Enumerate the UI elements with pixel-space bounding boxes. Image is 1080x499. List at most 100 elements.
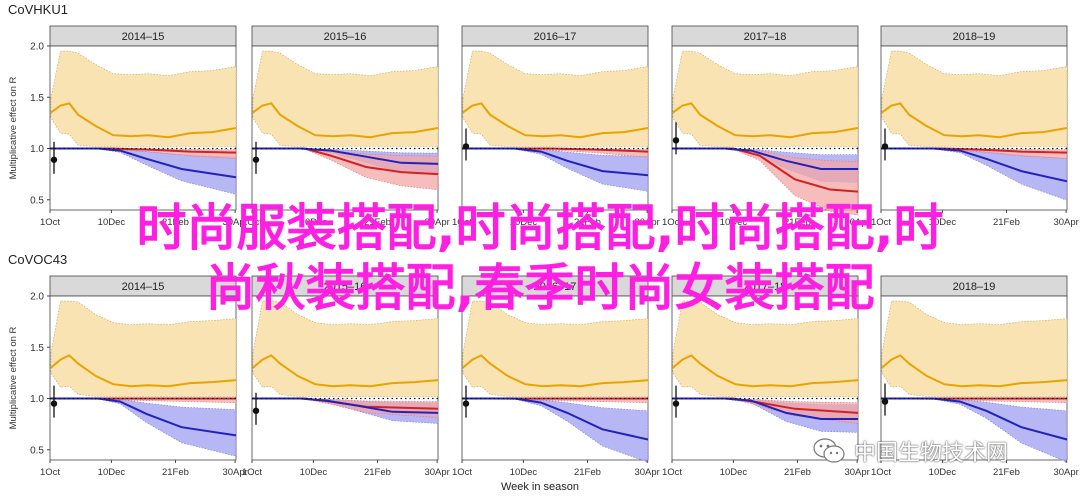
x-tick-label: 30Apr (1053, 467, 1078, 478)
x-tick-label: 1Oct (871, 217, 891, 228)
y-axis-label: Multiplicative effect on R (8, 326, 19, 429)
season-curve (252, 102, 439, 139)
season-band (252, 50, 439, 147)
panel-2015–16: 2015–16 1Oct 10Dec 21Feb 30Apr (242, 25, 450, 228)
x-tick-label: 30Apr (634, 467, 659, 478)
panel-strip-label: 2017–18 (744, 31, 787, 43)
blue-band (880, 148, 1068, 201)
blue-curve (50, 397, 237, 437)
x-tick-label: 1Oct (242, 217, 262, 228)
point-estimate (672, 400, 680, 407)
panel-2015–16: 2015–16 1Oct 10Dec 21Feb 30Apr (242, 275, 450, 478)
x-tick-label: 21Feb (993, 467, 1020, 478)
panel-strip-label: 2018–19 (953, 281, 996, 293)
x-tick-label: 21Feb (162, 217, 189, 228)
x-tick-label: 10Dec (98, 217, 126, 228)
panel-2014–15: 2014–15 1Oct 10Dec 21Feb 30Apr (40, 25, 248, 228)
x-tick-label: 21Feb (574, 217, 601, 228)
season-curve (672, 354, 859, 388)
chart-title: CoVOC43 (8, 252, 67, 267)
x-tick-label: 1Oct (662, 217, 682, 228)
x-tick-label: 1Oct (871, 467, 891, 478)
watermark: 中国生物技术网 (812, 436, 1008, 466)
blue-curve (881, 147, 1068, 183)
x-tick-label: 1Oct (40, 217, 60, 228)
y-tick-label: 2.0 (30, 42, 44, 53)
red-band (671, 148, 859, 216)
overlay-title-line-1: 时尚服装搭配,时尚搭配,时尚搭配,时 (136, 199, 944, 257)
season-curve (462, 102, 649, 139)
season-band (672, 300, 859, 397)
panel-strip-label: 2017–18 (744, 281, 787, 293)
blue-curve (881, 397, 1068, 441)
season-band (672, 50, 859, 147)
panel-2018–19: 2018–19 1Oct 10Dec 21Feb 30Apr (871, 25, 1079, 228)
blue-curve (50, 147, 237, 179)
season-curve (672, 102, 859, 139)
x-tick-label: 30Apr (1053, 217, 1078, 228)
season-band (462, 50, 649, 147)
blue-band (461, 148, 649, 192)
x-tick-label: 30Apr (634, 217, 659, 228)
panel-strip-label: 2018–19 (953, 31, 996, 43)
point-estimate (881, 398, 889, 405)
season-band (252, 300, 439, 397)
season-curve (50, 102, 237, 139)
x-tick-label: 10Dec (510, 217, 538, 228)
point-estimate (50, 400, 58, 407)
x-axis-label: Week in season (501, 481, 579, 493)
panel-2017–18: 2017–18 1Oct 10Dec 21Feb 30Apr (662, 275, 870, 478)
blue-curve (252, 147, 439, 165)
point-estimate (881, 143, 889, 150)
blue-curve (672, 147, 858, 170)
season-curve (462, 354, 649, 388)
red-band (251, 398, 439, 418)
panel-strip-label: 2014–15 (122, 31, 165, 43)
chart-title: CoVHKU1 (8, 2, 68, 17)
season-band (50, 50, 237, 147)
y-tick-label: 0.5 (30, 445, 44, 456)
panel-strip-label: 2015–16 (324, 281, 367, 293)
season-band (881, 50, 1068, 147)
blue-curve (462, 147, 649, 177)
x-tick-label: 21Feb (993, 217, 1020, 228)
x-tick-label: 21Feb (364, 217, 391, 228)
x-tick-label: 21Feb (364, 467, 391, 478)
y-tick-label: 1.0 (30, 394, 44, 405)
x-tick-label: 1Oct (662, 467, 682, 478)
y-tick-label: 1.0 (30, 144, 44, 155)
x-tick-label: 21Feb (784, 467, 811, 478)
season-band (462, 300, 649, 397)
point-estimate (462, 400, 470, 407)
y-axis-label: Multiplicative effect on R (8, 76, 19, 179)
blue-curve (462, 397, 649, 441)
season-curve (881, 102, 1068, 139)
x-tick-label: 10Dec (98, 467, 126, 478)
x-tick-label: 30Apr (222, 467, 247, 478)
x-tick-label: 10Dec (300, 217, 328, 228)
x-tick-label: 30Apr (222, 217, 247, 228)
x-tick-label: 21Feb (784, 217, 811, 228)
panel-strip-label: 2016–17 (534, 31, 577, 43)
panel-2014–15: 2014–15 1Oct 10Dec 21Feb 30Apr (40, 275, 248, 478)
y-tick-label: 1.5 (30, 343, 44, 354)
wechat-icon (813, 438, 845, 463)
blue-band (880, 398, 1068, 463)
point-estimate (252, 156, 260, 163)
x-tick-label: 21Feb (574, 467, 601, 478)
x-tick-label: 10Dec (300, 467, 328, 478)
x-tick-label: 1Oct (40, 467, 60, 478)
panel-strip-label: 2015–16 (324, 31, 367, 43)
y-tick-label: 2.0 (30, 292, 44, 303)
y-tick-label: 0.5 (30, 195, 44, 206)
point-estimate (462, 143, 470, 150)
x-tick-label: 10Dec (720, 217, 748, 228)
x-tick-label: 30Apr (424, 467, 449, 478)
overlay-title-line-2: 尚秋装搭配,春季时尚女装搭配 (205, 259, 875, 317)
x-tick-label: 1Oct (452, 467, 472, 478)
season-curve (252, 354, 439, 388)
x-tick-label: 10Dec (510, 467, 538, 478)
season-band (881, 300, 1068, 397)
x-tick-label: 10Dec (929, 217, 957, 228)
x-tick-label: 1Oct (452, 217, 472, 228)
